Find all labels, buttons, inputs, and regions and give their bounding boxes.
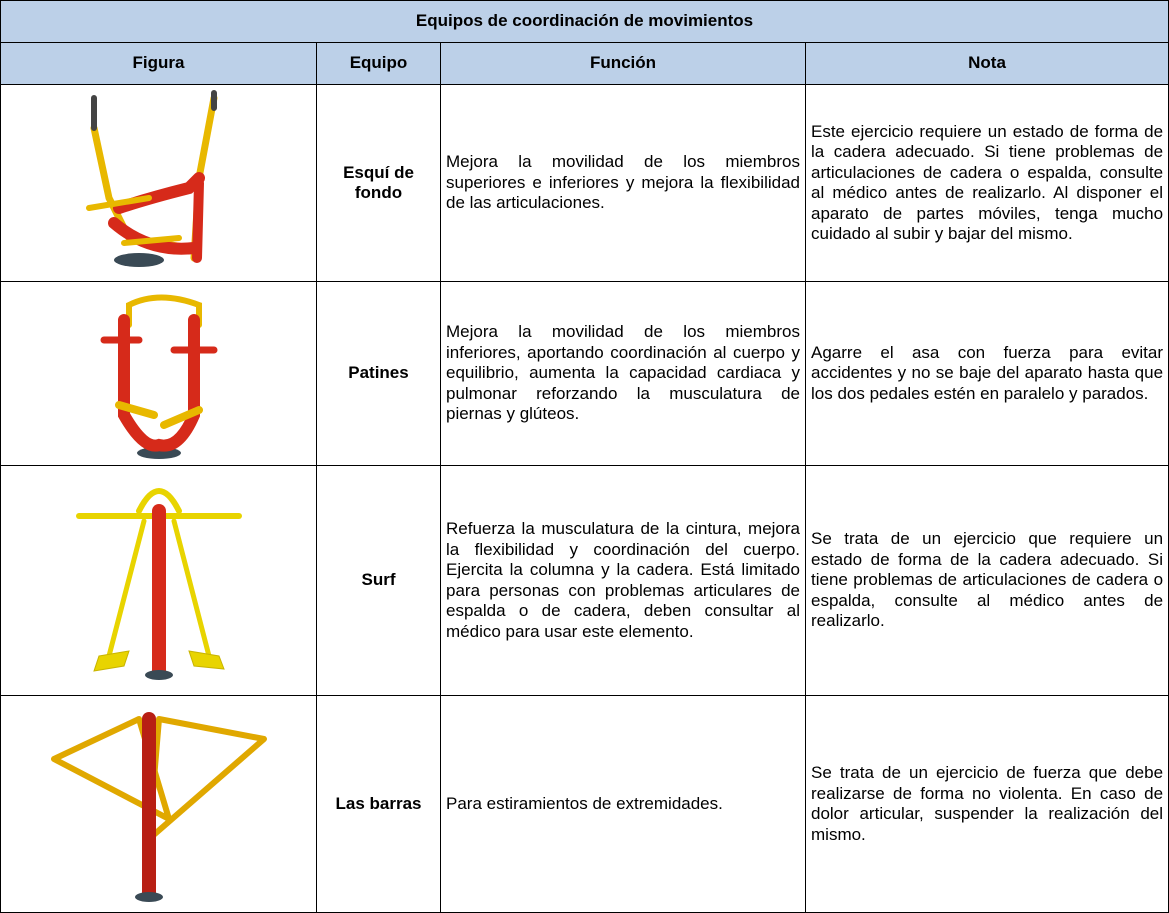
- table-row: Esquí de fondo Mejora la movilidad de lo…: [0, 84, 1169, 282]
- table-title: Equipos de coordinación de movimientos: [0, 0, 1169, 43]
- note-text: Se trata de un ejercicio que requiere un…: [804, 465, 1169, 696]
- header-cell: Función: [440, 42, 806, 85]
- function-text: Refuerza la musculatura de la cintura, m…: [440, 465, 806, 696]
- figure-cell: [0, 695, 317, 913]
- function-text: Para estiramientos de extremidades.: [440, 695, 806, 913]
- equipment-name: Patines: [316, 281, 441, 466]
- note-text: Este ejercicio requiere un estado de for…: [804, 84, 1169, 282]
- equipment-illustration: [75, 487, 242, 680]
- header-cell: Equipo: [316, 42, 441, 85]
- equipment-illustration: [50, 712, 267, 902]
- table-row: Surf Refuerza la musculatura de la cintu…: [0, 465, 1169, 696]
- equipment-name: Surf: [316, 465, 441, 696]
- title-row: Equipos de coordinación de movimientos: [0, 0, 1169, 43]
- equipment-illustration: [100, 294, 217, 459]
- table-row: Patines Mejora la movilidad de los miemb…: [0, 281, 1169, 466]
- function-text: Mejora la movilidad de los miembros supe…: [440, 84, 806, 282]
- table-row: Las barras Para estiramientos de extremi…: [0, 695, 1169, 913]
- header-row: Figura Equipo Función Nota: [0, 42, 1169, 85]
- equipment-name: Las barras: [316, 695, 441, 913]
- equipment-illustration: [85, 90, 217, 267]
- figure-cell: [0, 465, 317, 696]
- header-cell: Nota: [804, 42, 1169, 85]
- function-text: Mejora la movilidad de los miembros infe…: [440, 281, 806, 466]
- header-cell: Figura: [0, 42, 317, 85]
- equipment-name: Esquí de fondo: [316, 84, 441, 282]
- figure-cell: [0, 281, 317, 466]
- note-text: Se trata de un ejercicio de fuerza que d…: [804, 695, 1169, 913]
- figure-cell: [0, 84, 317, 282]
- note-text: Agarre el asa con fuerza para evitar acc…: [804, 281, 1169, 466]
